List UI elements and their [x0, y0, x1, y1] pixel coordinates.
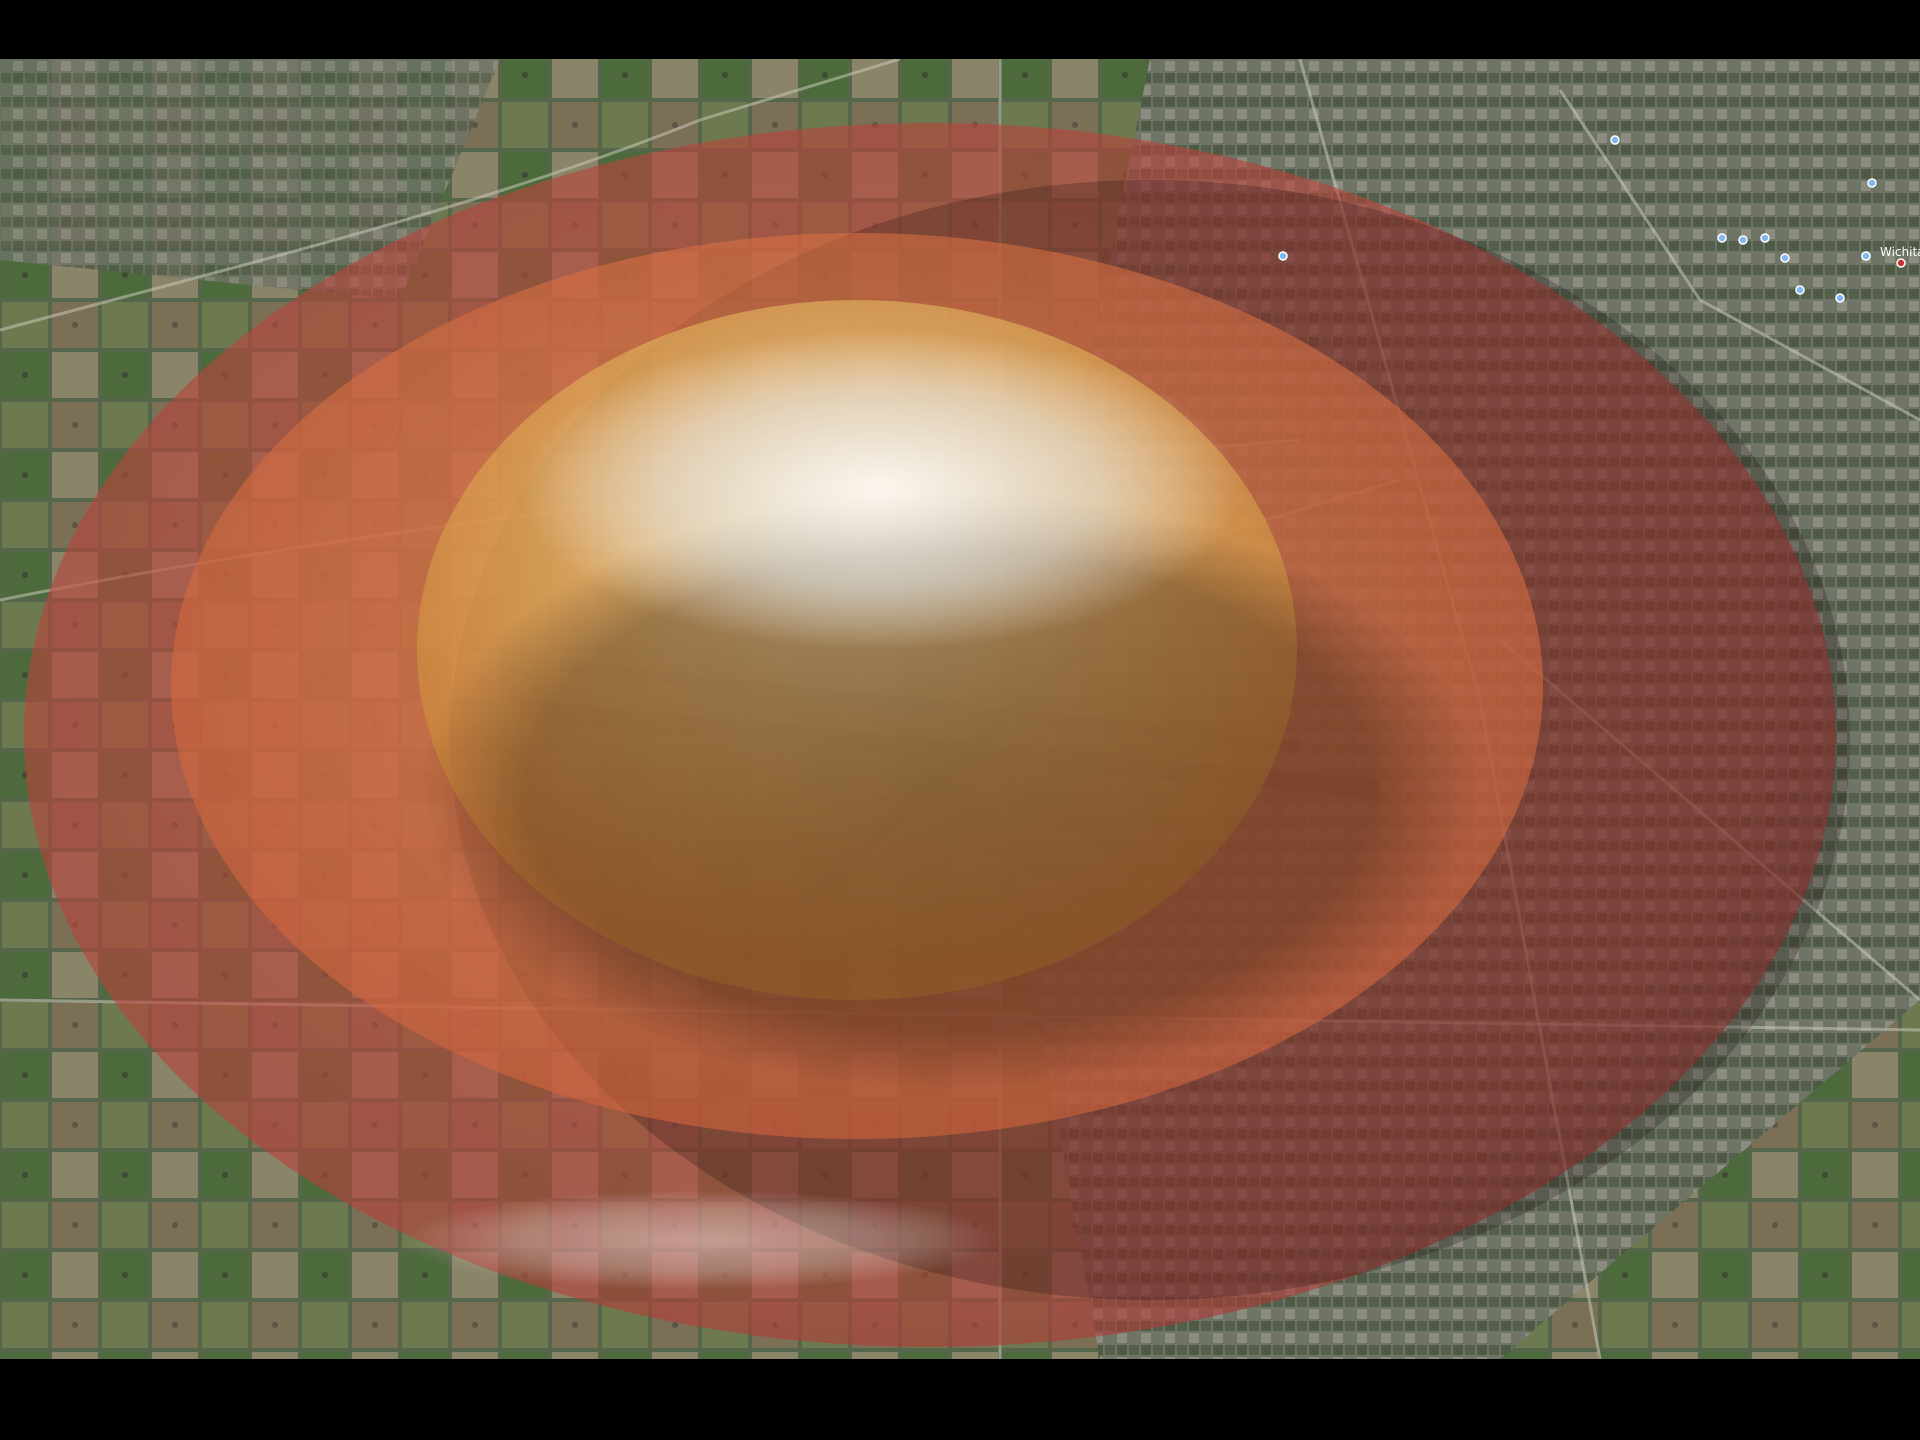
glow-band — [400, 1190, 1000, 1290]
satellite-imagery: Wichita — [0, 59, 1920, 1359]
inner-shadow — [420, 490, 1480, 1090]
city-label: Wichita — [1880, 245, 1920, 259]
fireball-core — [520, 330, 1240, 650]
place-markers — [1278, 135, 1877, 303]
city-marker — [1896, 258, 1906, 268]
urban-area — [0, 59, 500, 300]
